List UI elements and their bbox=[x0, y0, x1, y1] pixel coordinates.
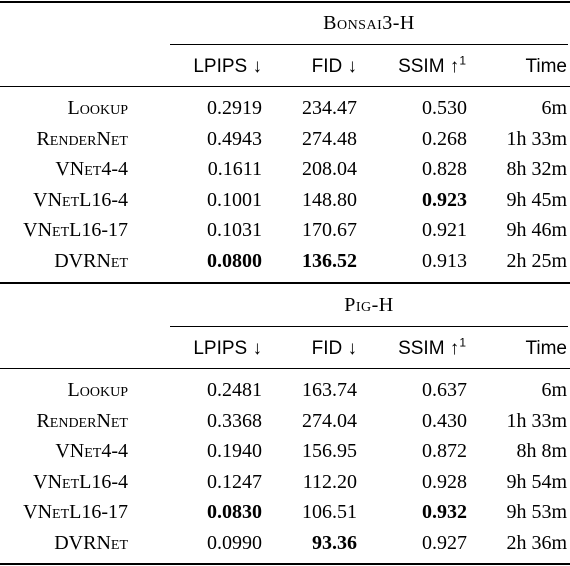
footnote-marker: 1 bbox=[459, 53, 466, 68]
cell-ssim: 0.921 bbox=[422, 219, 467, 241]
top-rule bbox=[0, 1, 570, 3]
method-name: VNet4-4 bbox=[55, 440, 128, 462]
column-header-time: Time bbox=[525, 57, 567, 76]
cell-ssim: 0.923 bbox=[422, 188, 467, 211]
cell-fid: 274.04 bbox=[302, 409, 357, 432]
cell-fid: 208.04 bbox=[302, 158, 357, 180]
group-rule bbox=[170, 44, 568, 45]
cell-lpips: 0.0800 bbox=[207, 249, 262, 272]
group-title: Pig-H bbox=[344, 294, 394, 316]
cell-ssim: 0.913 bbox=[422, 249, 467, 272]
cell-fid: 148.80 bbox=[302, 188, 357, 211]
cell-time: 9h 53m bbox=[506, 501, 567, 523]
header-rule bbox=[0, 368, 570, 369]
cell-ssim: 0.872 bbox=[422, 440, 467, 462]
section-rule bbox=[0, 282, 570, 284]
method-name: Lookup bbox=[67, 97, 128, 119]
bottom-rule bbox=[0, 563, 570, 565]
method-name: VNetL16-4 bbox=[33, 470, 128, 493]
column-header-label: FID ↓ bbox=[311, 56, 357, 77]
header-rule bbox=[0, 86, 570, 87]
cell-lpips: 0.4943 bbox=[207, 127, 262, 150]
cell-time: 1h 33m bbox=[506, 409, 567, 432]
column-header-ssim: SSIM ↑1 bbox=[398, 335, 466, 359]
cell-fid: 112.20 bbox=[302, 470, 357, 493]
cell-lpips: 0.2481 bbox=[207, 379, 262, 401]
cell-time: 2h 36m bbox=[506, 531, 567, 554]
cell-ssim: 0.928 bbox=[422, 470, 467, 493]
cell-fid: 274.48 bbox=[302, 127, 357, 150]
column-header-fid: FID ↓ bbox=[312, 339, 357, 358]
cell-lpips: 0.0990 bbox=[207, 531, 262, 554]
cell-time: 8h 8m bbox=[516, 440, 567, 462]
cell-time: 9h 45m bbox=[506, 188, 567, 211]
cell-time: 1h 33m bbox=[506, 127, 567, 150]
column-header-label: FID ↓ bbox=[311, 338, 357, 359]
cell-lpips: 0.1247 bbox=[207, 470, 262, 493]
column-header-label: SSIM ↑ bbox=[398, 56, 460, 77]
cell-fid: 170.67 bbox=[302, 219, 357, 241]
cell-lpips: 0.1940 bbox=[207, 440, 262, 462]
cell-lpips: 0.1611 bbox=[207, 158, 262, 180]
cell-lpips: 0.1031 bbox=[207, 219, 262, 241]
cell-ssim: 0.932 bbox=[422, 501, 467, 523]
method-name: DVRNet bbox=[54, 531, 128, 554]
cell-lpips: 0.0830 bbox=[207, 501, 262, 523]
cell-ssim: 0.430 bbox=[422, 409, 467, 432]
footnote-marker: 1 bbox=[459, 335, 466, 350]
column-header-label: LPIPS ↓ bbox=[193, 56, 262, 77]
cell-fid: 156.95 bbox=[302, 440, 357, 462]
column-header-fid: FID ↓ bbox=[312, 57, 357, 76]
cell-time: 6m bbox=[541, 97, 567, 119]
cell-fid: 106.51 bbox=[302, 501, 357, 523]
group-title: Bonsai3-H bbox=[323, 12, 415, 34]
column-header-label: Time bbox=[525, 338, 567, 359]
cell-time: 9h 46m bbox=[506, 219, 567, 241]
group-rule bbox=[170, 326, 568, 327]
method-name: VNetL16-17 bbox=[23, 501, 128, 523]
cell-fid: 163.74 bbox=[302, 379, 357, 401]
column-header-ssim: SSIM ↑1 bbox=[398, 53, 466, 77]
column-header-label: LPIPS ↓ bbox=[193, 338, 262, 359]
cell-time: 2h 25m bbox=[506, 249, 567, 272]
column-header-label: Time bbox=[525, 56, 567, 77]
cell-ssim: 0.927 bbox=[422, 531, 467, 554]
method-name: VNetL16-17 bbox=[23, 219, 128, 241]
cell-fid: 93.36 bbox=[312, 531, 357, 554]
cell-lpips: 0.1001 bbox=[207, 188, 262, 211]
method-name: DVRNet bbox=[54, 249, 128, 272]
cell-time: 6m bbox=[541, 379, 567, 401]
method-name: VNet4-4 bbox=[55, 158, 128, 180]
cell-lpips: 0.2919 bbox=[207, 97, 262, 119]
cell-fid: 234.47 bbox=[302, 97, 357, 119]
method-name: Lookup bbox=[67, 379, 128, 401]
column-header-time: Time bbox=[525, 339, 567, 358]
method-name: RenderNet bbox=[36, 127, 128, 150]
column-header-lpips: LPIPS ↓ bbox=[193, 57, 262, 76]
cell-ssim: 0.268 bbox=[422, 127, 467, 150]
method-name: RenderNet bbox=[36, 409, 128, 432]
cell-lpips: 0.3368 bbox=[207, 409, 262, 432]
cell-time: 9h 54m bbox=[506, 470, 567, 493]
method-name: VNetL16-4 bbox=[33, 188, 128, 211]
cell-time: 8h 32m bbox=[506, 158, 567, 180]
cell-ssim: 0.530 bbox=[422, 97, 467, 119]
cell-ssim: 0.828 bbox=[422, 158, 467, 180]
cell-ssim: 0.637 bbox=[422, 379, 467, 401]
column-header-lpips: LPIPS ↓ bbox=[193, 339, 262, 358]
cell-fid: 136.52 bbox=[302, 249, 357, 272]
column-header-label: SSIM ↑ bbox=[398, 338, 460, 359]
